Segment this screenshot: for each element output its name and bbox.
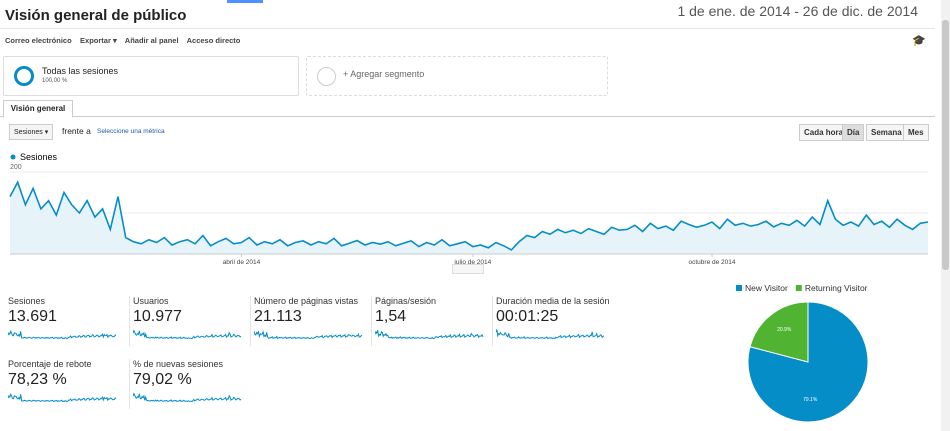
metric-value: 21.113 [254, 308, 302, 325]
metric-name: % de nuevas sesiones [133, 359, 224, 369]
slice-label: 20.9% [777, 327, 792, 333]
area [10, 182, 928, 254]
metric-name: Porcentaje de rebote [8, 359, 92, 369]
versus-label: frente a [62, 126, 91, 136]
metric-value: 78,23 % [8, 371, 67, 388]
segment-name: Todas las sesiones [42, 66, 119, 76]
sparkline [253, 329, 363, 340]
toolbar-item[interactable]: Añadir al panel [124, 36, 179, 45]
toolbar-item[interactable]: Acceso directo [186, 36, 241, 45]
segment-percent: 100,00 % [42, 78, 68, 84]
metric-value: 13.691 [8, 308, 57, 325]
sparkline-path [495, 329, 605, 340]
sparkline-path [7, 393, 117, 403]
granularity-button[interactable]: Cada hora [799, 124, 849, 141]
granularity-button[interactable]: Día [842, 124, 865, 141]
metric-name: Número de páginas vistas [254, 296, 359, 306]
y-tick-label: 200 [10, 164, 22, 171]
metric[interactable]: Sesiones 13.691 [7, 296, 126, 346]
granularity-button[interactable]: Semana [866, 124, 907, 141]
sparkline-path [132, 329, 242, 340]
sparkline-path [374, 330, 484, 340]
tab[interactable]: Visión general [3, 100, 73, 118]
pie-chart: New Visitor Returning Visitor 79.1% 20.9% [736, 283, 869, 423]
metric-value: 1,54 [375, 308, 407, 325]
line [9, 180, 929, 251]
metric[interactable]: Porcentaje de rebote 78,23 % [7, 359, 126, 409]
legend-swatch [795, 285, 802, 291]
legend-label: Sesiones [20, 152, 58, 162]
metric[interactable]: Usuarios 10.977 [129, 296, 251, 346]
sparkline-path [132, 392, 242, 403]
metric-select[interactable]: Sesiones ▾ [9, 124, 54, 140]
sparkline-path [253, 329, 363, 340]
sparkline [132, 392, 242, 403]
toolbar: Correo electrónico Exportar ▾ Añadir al … [5, 36, 241, 45]
legend-label: New Visitor [745, 283, 788, 293]
metric-value: 10.977 [133, 308, 182, 325]
sparkline [374, 330, 484, 340]
sparkline [7, 393, 117, 403]
metric-name: Sesiones [8, 296, 46, 306]
toolbar-item[interactable]: Correo electrónico [5, 36, 72, 45]
sparkline [7, 330, 117, 340]
divider [0, 28, 935, 29]
metric-value: 00:01:25 [496, 308, 559, 325]
select-metric-link[interactable]: Seleccione una métrica [97, 128, 165, 135]
segment-add[interactable]: + Agregar segmento [306, 56, 608, 96]
sparkline [132, 329, 242, 340]
toolbar-item[interactable]: Exportar [80, 36, 111, 45]
metric-name: Usuarios [133, 296, 169, 306]
legend-label: Returning Visitor [805, 283, 868, 293]
metric[interactable]: Páginas/sesión 1,54 [371, 296, 493, 346]
metric[interactable]: Número de páginas vistas 21.113 [250, 296, 372, 346]
metric[interactable]: Duración media de la sesión 00:01:25 [492, 296, 614, 346]
segment-icon [14, 66, 34, 86]
metric-name: Páginas/sesión [375, 296, 437, 306]
scrollbar [941, 0, 950, 431]
top-indicator [227, 0, 263, 3]
segment-add-icon [317, 67, 336, 86]
metric-value: 79,02 % [133, 371, 192, 388]
metric-name: Duración media de la sesión [496, 296, 610, 306]
slice-label: 79.1% [803, 397, 818, 403]
help-icon[interactable]: 🎓 [912, 35, 926, 47]
metric-select-label: Sesiones [14, 129, 43, 136]
segment-add-label: + Agregar segmento [343, 69, 425, 79]
metric[interactable]: % de nuevas sesiones 79,02 % [129, 359, 251, 409]
tab-line [0, 116, 935, 117]
date-range[interactable]: 1 de ene. de 2014 - 26 de dic. de 2014 [677, 3, 918, 19]
legend-marker [10, 154, 16, 160]
sparkline [495, 329, 605, 340]
sparkline-path [7, 330, 117, 340]
pie-slice [749, 301, 809, 363]
legend-swatch [736, 285, 742, 291]
x-tick-label: octubre de 2014 [689, 259, 736, 266]
page-title: Visión general de público [5, 7, 187, 24]
x-tick-label: abril de 2014 [223, 259, 261, 266]
x-tick-label: julio de 2014 [453, 259, 491, 266]
segment-active[interactable]: Todas las sesiones 100,00 % [3, 56, 299, 96]
chart-collapse[interactable] [452, 264, 484, 274]
granularity-button[interactable]: Mes [903, 124, 929, 141]
